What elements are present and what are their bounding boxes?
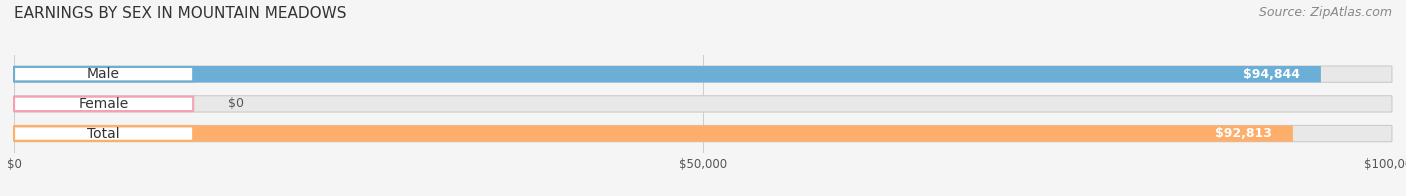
Text: Total: Total xyxy=(87,127,120,141)
FancyBboxPatch shape xyxy=(14,96,1392,112)
FancyBboxPatch shape xyxy=(14,126,193,141)
FancyBboxPatch shape xyxy=(14,125,1392,142)
Text: Source: ZipAtlas.com: Source: ZipAtlas.com xyxy=(1258,6,1392,19)
FancyBboxPatch shape xyxy=(14,66,1320,82)
FancyBboxPatch shape xyxy=(14,125,1294,142)
Text: Male: Male xyxy=(87,67,120,81)
Text: Female: Female xyxy=(79,97,129,111)
Text: $92,813: $92,813 xyxy=(1215,127,1272,140)
Text: $94,844: $94,844 xyxy=(1243,68,1301,81)
FancyBboxPatch shape xyxy=(14,97,193,111)
Text: $0: $0 xyxy=(228,97,243,110)
FancyBboxPatch shape xyxy=(14,67,193,81)
FancyBboxPatch shape xyxy=(14,66,1392,82)
Text: EARNINGS BY SEX IN MOUNTAIN MEADOWS: EARNINGS BY SEX IN MOUNTAIN MEADOWS xyxy=(14,6,346,21)
